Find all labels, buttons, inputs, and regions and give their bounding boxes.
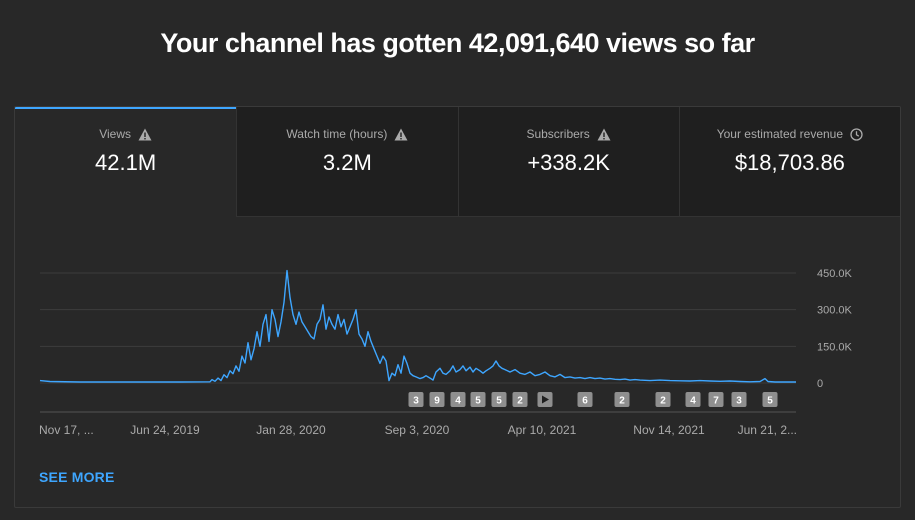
event-marker — [408, 392, 424, 407]
x-tick-label: Nov 17, ... — [39, 423, 94, 437]
event-marker-count: 5 — [767, 396, 773, 407]
page-headline: Your channel has gotten 42,091,640 views… — [160, 28, 755, 58]
y-tick-label: 450.0K — [817, 268, 853, 280]
event-marker — [655, 392, 671, 407]
tab-watch-time-label: Watch time (hours) — [286, 127, 388, 141]
event-marker — [731, 392, 747, 407]
event-marker-count: 2 — [619, 396, 625, 407]
event-marker-count: 5 — [475, 396, 481, 407]
event-marker-count: 4 — [690, 396, 696, 407]
tab-revenue-value: $18,703.86 — [734, 150, 845, 175]
event-marker — [491, 392, 507, 407]
event-marker-count: 9 — [434, 396, 440, 407]
x-tick-label: Nov 14, 2021 — [633, 423, 705, 437]
warning-icon[interactable] — [394, 128, 408, 141]
tab-views[interactable]: Views 42.1M — [15, 107, 237, 217]
event-marker — [577, 392, 593, 407]
x-tick-label: Sep 3, 2020 — [385, 423, 450, 437]
metric-tabs: Views 42.1M Watch time (hours) 3.2M Subs… — [15, 107, 900, 217]
tab-views-label: Views — [99, 127, 132, 141]
tab-revenue[interactable]: Your estimated revenue $18,703.86 — [678, 107, 900, 217]
tab-subscribers-value: +338.2K — [527, 150, 610, 175]
tab-subscribers[interactable]: Subscribers +338.2K — [457, 107, 679, 217]
event-marker-count: 6 — [582, 396, 588, 407]
event-marker — [429, 392, 445, 407]
analytics-card: Views 42.1M Watch time (hours) 3.2M Subs… — [14, 106, 901, 508]
event-marker — [450, 392, 466, 407]
clock-icon[interactable] — [850, 127, 863, 141]
y-tick-label: 300.0K — [817, 305, 853, 317]
y-tick-label: 0 — [817, 378, 823, 390]
views-chart: 450.0K 300.0K 150.0K 0 3 9 4 5 5 2 6 2 2 4 7 3 5 Nov 17, … — [39, 268, 853, 437]
tab-watch-time-value: 3.2M — [322, 150, 372, 175]
see-more-link[interactable]: SEE MORE — [39, 469, 115, 485]
warning-icon[interactable] — [138, 128, 152, 141]
event-marker — [762, 392, 778, 407]
views-series-line — [39, 269, 796, 383]
event-marker — [685, 392, 701, 407]
event-marker — [614, 392, 630, 407]
event-marker-count: 4 — [455, 396, 461, 407]
y-tick-label: 150.0K — [817, 341, 853, 353]
tab-subscribers-label: Subscribers — [526, 127, 590, 141]
play-icon — [542, 395, 549, 404]
event-marker — [708, 392, 724, 407]
event-marker — [470, 392, 486, 407]
x-tick-label: Jan 28, 2020 — [256, 423, 326, 437]
event-marker-count: 2 — [660, 396, 666, 407]
event-marker-count: 2 — [517, 396, 523, 407]
x-tick-label: Jun 21, 2... — [738, 423, 797, 437]
event-marker-count: 3 — [413, 396, 419, 407]
tab-watch-time[interactable]: Watch time (hours) 3.2M — [236, 107, 458, 217]
tab-revenue-label: Your estimated revenue — [716, 127, 844, 141]
tab-views-value: 42.1M — [95, 150, 157, 175]
x-tick-label: Apr 10, 2021 — [508, 423, 577, 437]
x-tick-label: Jun 24, 2019 — [130, 423, 200, 437]
active-tab-indicator — [15, 107, 237, 109]
event-marker-count: 5 — [496, 396, 502, 407]
event-marker-count: 7 — [713, 396, 719, 407]
warning-icon[interactable] — [597, 128, 611, 141]
event-marker — [512, 392, 528, 407]
event-marker-count: 3 — [736, 396, 742, 407]
